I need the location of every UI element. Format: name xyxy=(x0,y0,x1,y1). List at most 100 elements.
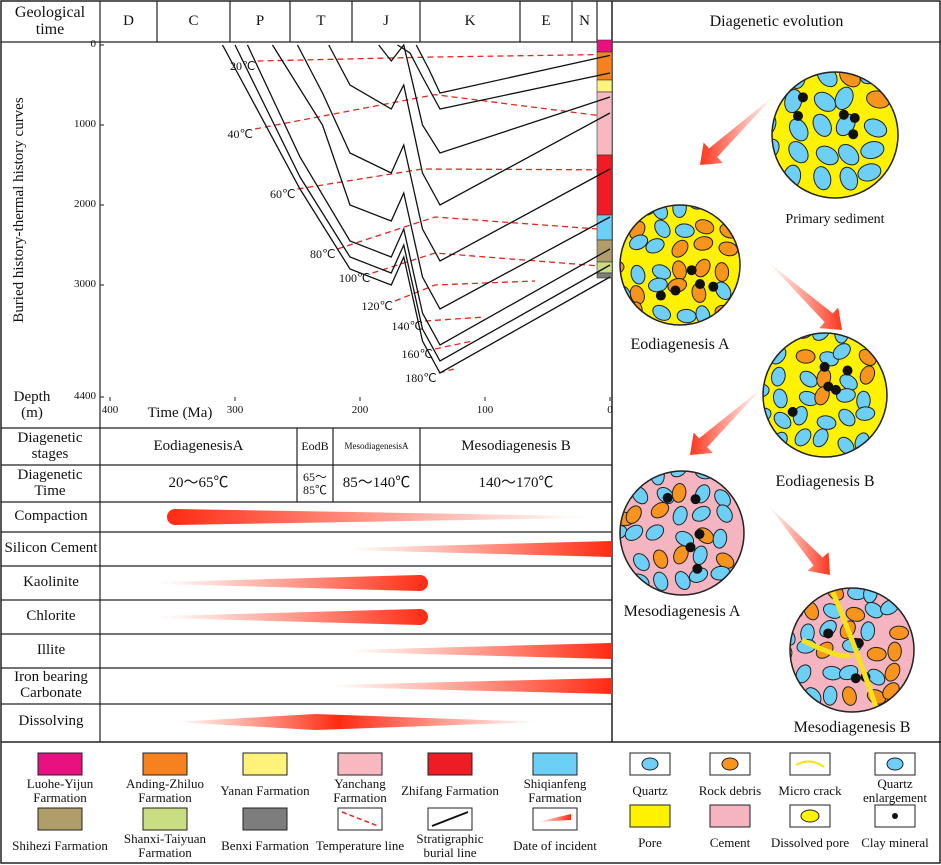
legend-icon xyxy=(800,809,820,823)
grain xyxy=(859,365,876,385)
stage: EodB xyxy=(301,439,329,454)
grain xyxy=(626,471,646,480)
grain xyxy=(712,528,728,549)
temperature-label: 120℃ xyxy=(361,298,393,313)
legend-icon xyxy=(641,757,659,771)
legend-icon xyxy=(886,757,904,771)
grain xyxy=(813,166,832,191)
temperature-line xyxy=(257,53,598,62)
clay xyxy=(694,529,705,540)
stage-time: 85～140℃ xyxy=(342,474,411,491)
legend-line xyxy=(431,811,469,827)
burial-curve xyxy=(378,43,611,154)
row-label: Diagenetic stages xyxy=(17,429,83,462)
burial-curve xyxy=(415,44,611,94)
legend-bar xyxy=(537,814,571,822)
grain xyxy=(882,588,900,594)
legend-box xyxy=(337,752,383,776)
legend-line xyxy=(341,811,379,827)
grain xyxy=(632,553,650,572)
grain xyxy=(838,408,856,427)
temperature-label: 80℃ xyxy=(310,246,336,261)
grain xyxy=(770,366,786,387)
process-bar xyxy=(350,541,612,557)
grain xyxy=(672,505,688,526)
process-label: Chlorite xyxy=(26,608,76,625)
grain-sample xyxy=(790,588,914,712)
process-label: Silicon Cement xyxy=(4,540,98,557)
grain-sample xyxy=(772,72,898,198)
grain xyxy=(863,118,888,138)
stage-caption: Mesodiagenesis B xyxy=(793,718,911,736)
temperature-line xyxy=(297,168,598,190)
burial-curve xyxy=(271,44,611,310)
grain xyxy=(815,145,839,166)
stage: EodiagenesisA xyxy=(153,437,244,454)
legend-label: Dissolved pore xyxy=(770,835,850,851)
grain xyxy=(784,89,803,114)
legend-label: Shiqianfeng Farmation xyxy=(523,776,587,805)
sample-outline xyxy=(619,204,741,326)
grain xyxy=(816,72,838,88)
legend-label: Quartz xyxy=(632,783,668,799)
burial-curve xyxy=(234,44,611,362)
y-tick-label: 4400 xyxy=(74,390,96,403)
grain xyxy=(842,686,857,706)
x-tick-label: 300 xyxy=(226,404,244,417)
legend-label: Luohe-Yijun Farmation xyxy=(26,776,94,805)
process-label: Compaction xyxy=(14,508,88,525)
grain xyxy=(788,141,809,164)
grain xyxy=(834,86,854,111)
legend-box xyxy=(629,804,671,828)
period: N xyxy=(579,13,590,30)
clay xyxy=(842,365,853,376)
legend-box xyxy=(37,752,83,776)
micro-crack xyxy=(800,589,880,711)
x-tick-label: 400 xyxy=(101,404,119,417)
formation-bar xyxy=(596,39,613,53)
grain xyxy=(630,264,646,285)
grain xyxy=(713,205,734,208)
legend-label: Pore xyxy=(638,835,662,851)
grain xyxy=(889,625,909,641)
formation-bar xyxy=(596,91,613,156)
grain xyxy=(672,205,687,219)
clay xyxy=(819,361,830,372)
legend-label: Shanxi-Taiyuan Farmation xyxy=(123,831,207,860)
x-tick-label: 0 xyxy=(607,404,613,417)
legend-box xyxy=(532,752,578,776)
arrow xyxy=(768,505,830,575)
temperature-label: 100℃ xyxy=(339,270,371,285)
grain xyxy=(713,471,731,478)
legend-box xyxy=(142,807,188,831)
clay xyxy=(848,129,859,140)
arrow xyxy=(700,95,775,165)
grain xyxy=(799,370,818,388)
grain xyxy=(860,621,876,642)
legend-box xyxy=(789,752,831,776)
grain xyxy=(654,219,671,238)
temperature-line xyxy=(394,280,536,302)
legend-box xyxy=(142,752,188,776)
grain xyxy=(693,236,714,251)
grain xyxy=(867,668,886,686)
legend-box xyxy=(37,807,83,831)
clay xyxy=(662,492,673,503)
y-tick-label: 2000 xyxy=(74,198,96,211)
grain xyxy=(673,545,689,565)
y-tick-label: 0 xyxy=(90,38,97,51)
clay xyxy=(830,384,841,395)
grain xyxy=(715,281,732,300)
grain xyxy=(620,221,627,242)
temperature-label: 160℃ xyxy=(401,346,433,361)
clay xyxy=(823,381,834,392)
x-tick-label: 200 xyxy=(351,404,369,417)
legend-icon xyxy=(795,760,825,768)
period: T xyxy=(316,13,326,30)
stage-time: 140～170℃ xyxy=(478,474,554,491)
grain xyxy=(788,118,809,142)
legend-box xyxy=(242,752,288,776)
legend-label: Zhifang Farmation xyxy=(401,783,499,799)
temperature-line xyxy=(337,216,598,250)
